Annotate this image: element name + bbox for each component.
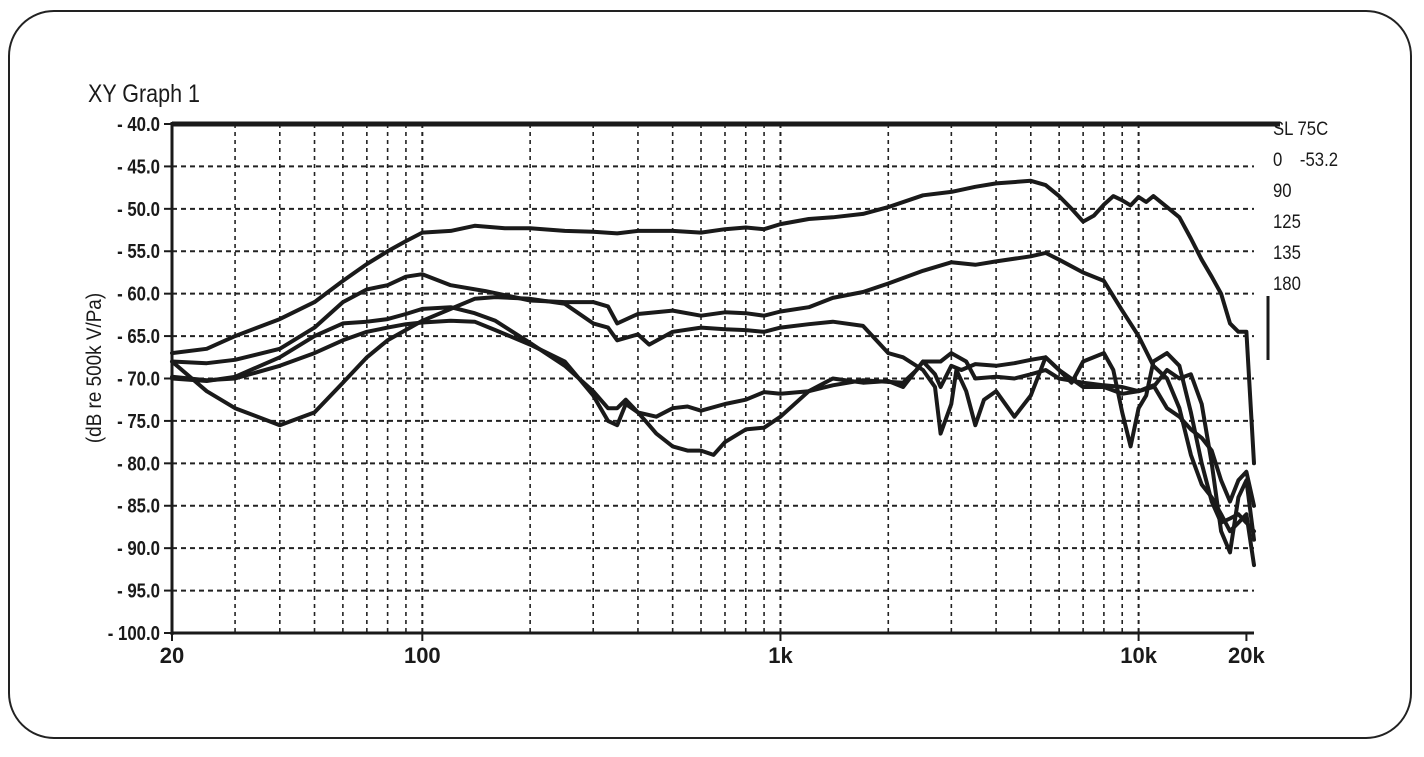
y-tick-label: - 45.0 <box>117 155 160 178</box>
y-tick-label: - 60.0 <box>117 282 160 305</box>
chart-frame <box>8 10 1412 739</box>
y-tick-label: - 70.0 <box>117 367 160 390</box>
y-tick-label: - 80.0 <box>117 452 160 475</box>
series-line-90 <box>170 250 1256 568</box>
legend-entry: 135 <box>1273 238 1338 269</box>
y-tick-label: - 95.0 <box>117 579 160 602</box>
x-tick-label: 1k <box>768 643 793 668</box>
series-line-125 <box>170 318 1256 555</box>
x-tick-label: 20k <box>1228 643 1265 668</box>
legend-entry: 0 -53.2 <box>1273 145 1338 176</box>
legend-entry: 180 <box>1273 269 1338 300</box>
y-tick-label: - 55.0 <box>117 240 160 263</box>
y-tick-label: - 40.0 <box>117 113 160 136</box>
legend-entry-name: 135 <box>1273 243 1301 264</box>
legend: SL 75C 0 -53.2 90 125 135 180 <box>1273 114 1347 300</box>
series-line-180 <box>170 295 1256 534</box>
legend-entry: 90 <box>1273 176 1338 207</box>
y-tick-label: - 85.0 <box>117 494 160 517</box>
x-tick-label: 100 <box>404 643 441 668</box>
legend-header: SL 75C <box>1273 119 1329 140</box>
x-tick-label: 20 <box>160 643 184 668</box>
x-tick-label: 10k <box>1120 643 1157 668</box>
legend-entry-value: -53.2 <box>1299 150 1339 171</box>
legend-entry-name: 90 <box>1273 181 1292 202</box>
y-tick-label: - 75.0 <box>117 410 160 433</box>
series-line-135 <box>170 305 1256 508</box>
series-line-0 <box>170 178 1256 466</box>
y-tick-label: - 65.0 <box>117 325 160 348</box>
y-tick-label: - 100.0 <box>108 622 160 645</box>
legend-entry-name: 0 <box>1273 150 1283 171</box>
y-tick-label: - 50.0 <box>117 197 160 220</box>
y-tick-label: - 90.0 <box>117 537 160 560</box>
legend-entry: 125 <box>1273 207 1338 238</box>
legend-entry-name: 180 <box>1273 274 1301 295</box>
chart-title: XY Graph 1 <box>88 80 200 108</box>
legend-entry-name: 125 <box>1273 212 1301 233</box>
